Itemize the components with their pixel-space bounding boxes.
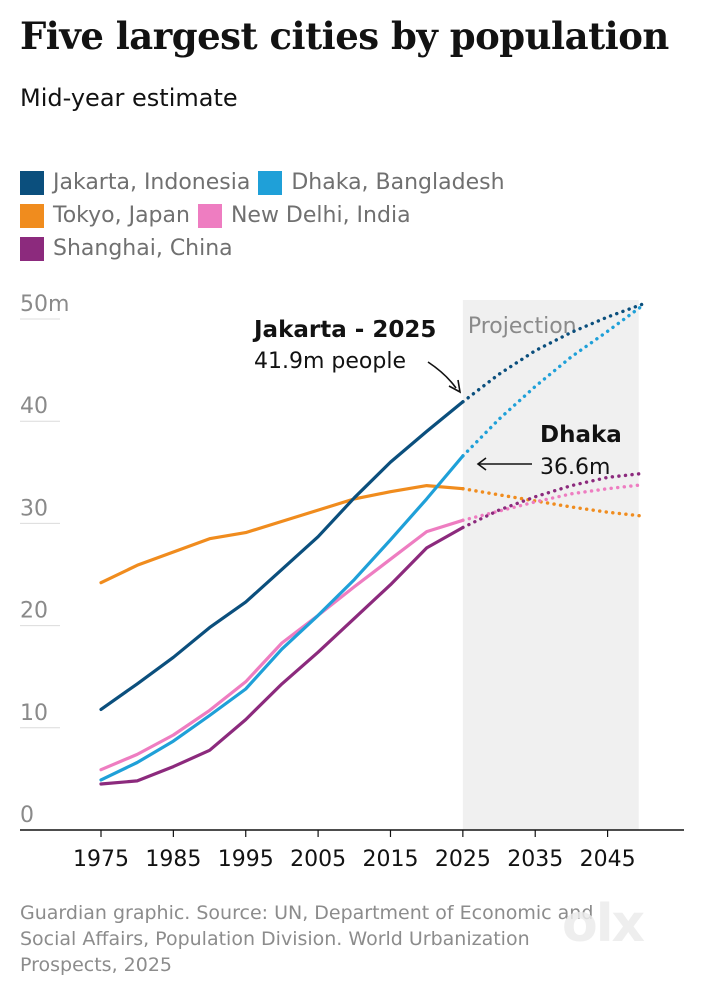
legend-item-jakarta: Jakarta, Indonesia [20,170,250,195]
x-tick-label: 2015 [362,847,418,872]
series-line-new-delhi [99,518,465,772]
series-projection-dhaka [461,303,646,458]
source-line: Prospects, 2025 [20,954,173,976]
source-note: Guardian graphic. Source: UN, Department… [20,900,680,978]
x-tick-label: 2025 [435,847,491,872]
series-line-tokyo [99,484,465,585]
annotation-arrowhead-dhaka [476,457,487,471]
source-line: Social Affairs, Population Division. Wor… [20,928,530,950]
source-line: Guardian graphic. Source: UN, Department… [20,902,594,924]
x-tick-label: 2045 [580,847,636,872]
annotation-title-dhaka: Dhaka [540,422,622,448]
x-tick-label: 2035 [507,847,563,872]
projection-band [462,300,639,830]
y-tick-label: 0 [20,803,34,828]
legend-label-jakarta: Jakarta, Indonesia [53,170,251,195]
legend-swatch-jakarta [20,170,44,195]
annotation-arrowhead-jakarta [448,379,462,394]
series-line-dhaka [99,454,465,782]
legend-label-new-delhi: New Delhi, India [230,203,411,228]
x-tick-label: 2005 [290,847,346,872]
olx-watermark: olx [562,894,645,954]
legend-item-new-delhi: New Delhi, India [197,203,411,228]
annotation-text-jakarta: 41.9m people [254,349,406,374]
legend: Jakarta, Indonesia Dhaka, Bangladesh Tok… [20,166,690,265]
x-tick-label: 1975 [73,847,129,872]
projection-label: Projection [468,314,577,339]
y-tick-label: 10 [20,701,48,726]
y-tick-label: 50m [20,292,69,317]
legend-item-shanghai: Shanghai, China [20,236,233,261]
series-line-jakarta [99,400,465,712]
annotation-arrow-jakarta [427,361,457,389]
legend-item-tokyo: Tokyo, Japan [20,203,190,228]
legend-item-dhaka: Dhaka, Bangladesh [258,170,505,195]
y-tick-label: 20 [20,599,48,624]
legend-label-tokyo: Tokyo, Japan [53,203,190,228]
legend-swatch-new-delhi [197,203,222,228]
annotation-text-dhaka: 36.6m [540,455,610,480]
annotation-title-jakarta: Jakarta - 2025 [252,317,436,343]
legend-label-dhaka: Dhaka, Bangladesh [291,170,505,195]
line-chart: Projection 50m 40 30 20 10 0 1975 1985 1995 2005 20… [20,292,684,872]
series-projection-tokyo [461,487,646,518]
legend-swatch-tokyo [20,203,44,228]
chart-subtitle: Mid-year estimate [20,84,238,112]
legend-swatch-dhaka [258,170,283,195]
legend-label-shanghai: Shanghai, China [53,236,233,261]
chart-title: Five largest cities by population [20,14,669,58]
x-tick-label: 1995 [218,847,274,872]
series-projection-shanghai [461,471,646,530]
legend-swatch-shanghai [20,236,44,261]
x-tick-label: 1985 [145,847,201,872]
y-tick-label: 30 [20,496,48,521]
series-projection-new-delhi [461,482,646,522]
series-line-shanghai [99,525,465,786]
y-tick-label: 40 [20,394,48,419]
